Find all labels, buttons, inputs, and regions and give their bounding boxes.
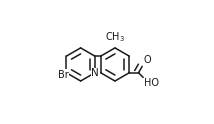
Text: CH$_3$: CH$_3$ bbox=[105, 31, 125, 45]
Text: HO: HO bbox=[144, 78, 159, 88]
Text: Br: Br bbox=[58, 70, 69, 80]
Text: N: N bbox=[91, 68, 99, 78]
Text: O: O bbox=[143, 55, 151, 65]
